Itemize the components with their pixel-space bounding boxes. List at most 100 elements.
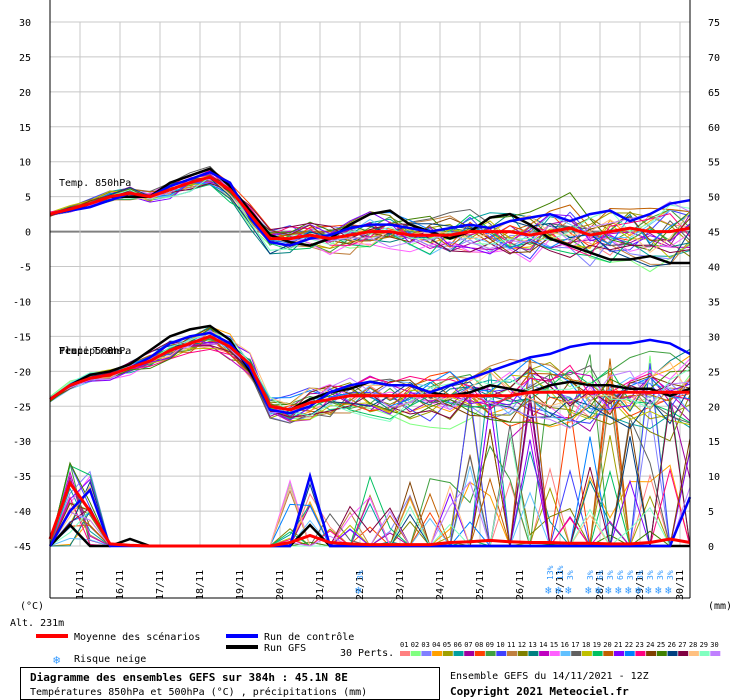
date-tick-label: 26/11 [515,570,526,600]
pert-id-label: 23 [635,641,643,649]
right-tick-label: 25 [708,367,720,378]
pert-id-label: 30 [710,641,718,649]
pert-color-swatch [464,651,475,656]
snow-risk-pct: 3% [356,570,365,580]
right-tick-label: 45 [708,228,720,239]
pert-color-swatch [603,651,614,656]
date-tick-label: 23/11 [395,570,406,600]
snow-risk-pct: 3% [586,570,595,580]
right-tick-label: 50 [708,193,720,204]
pert-id-label: 22 [625,641,633,649]
date-tick-label: 29/11 [635,570,646,600]
right-tick-label: 40 [708,263,720,274]
snow-risk-pct: 3% [566,570,575,580]
pert-id-label: 27 [678,641,686,649]
legend-control-label: Run de contrôle [264,631,354,643]
pert-id-label: 11 [507,641,515,649]
snowflake-icon: ❄ [625,584,632,597]
legend-snow-label: Risque neige [74,654,146,665]
snowflake-icon: ❄ [565,584,572,597]
pert-color-swatch [614,651,624,656]
date-tick-label: 27/11 [555,570,566,600]
pert-color-swatch [624,651,635,656]
altitude-label: Alt. 231m [10,618,64,629]
pert-color-swatch [656,651,667,656]
right-tick-label: 10 [708,472,720,483]
pert-color-swatch [485,651,496,656]
snowflake-icon: ❄ [53,653,60,667]
right-tick-label: 35 [708,297,720,308]
pert-id-label: 21 [614,641,622,649]
right-unit: (mm) [708,601,732,612]
pert-color-swatch [699,651,710,656]
date-tick-label: 24/11 [435,570,446,600]
snowflake-icon: ❄ [585,584,592,597]
pert-id-label: 03 [421,641,429,649]
pert-id-label: 09 [486,641,494,649]
snow-risk-pct: 13% [546,565,555,580]
snow-risk-pct: 3% [656,570,665,580]
left-tick-label: 15 [19,123,31,134]
legend-gfs-label: Run GFS [264,643,306,654]
perts-label: 30 Perts. [340,648,394,659]
snowflake-icon: ❄ [655,584,662,597]
left-unit: (°C) [20,601,44,612]
pert-id-label: 08 [475,641,483,649]
right-tick-label: 70 [708,53,720,64]
pert-color-swatch [635,651,646,656]
pert-color-swatch [549,651,560,656]
pluie-label: Pluie [59,346,89,357]
left-tick-label: -5 [19,263,31,274]
pert-color-swatch [528,651,539,656]
pert-color-swatch [507,651,517,656]
pert-color-swatch [400,651,410,656]
snowflake-icon: ❄ [355,584,362,597]
pert-id-label: 19 [593,641,601,649]
snow-risk-pct: 13% [556,565,565,580]
pert-id-label: 07 [464,641,472,649]
right-tick-label: 65 [708,88,720,99]
right-tick-label: 30 [708,332,720,343]
pert-color-swatch [710,651,721,656]
pert-color-swatch [560,651,571,656]
right-tick-label: 60 [708,123,720,134]
pert-id-label: 15 [550,641,558,649]
pert-id-label: 10 [496,641,504,649]
pert-id-label: 13 [528,641,536,649]
left-tick-label: -15 [13,332,31,343]
pert-id-label: 18 [582,641,590,649]
date-tick-label: 21/11 [315,570,326,600]
pert-legend: 01 02 03 04 05 06 07 08 09 10 11 12 13 14 15 16 17 18 19 20… [400,641,721,656]
pert-line-850 [49,176,691,251]
pert-id-label: 01 [400,641,408,649]
left-tick-label: -20 [13,367,31,378]
pert-id-label: 16 [561,641,569,649]
pert-id-label: 06 [454,641,462,649]
date-tick-label: 22/11 [355,570,366,600]
snowflake-icon: ❄ [605,584,612,597]
left-tick-label: -10 [13,297,31,308]
date-tick-label: 17/11 [155,570,166,600]
date-tick-label: 16/11 [115,570,126,600]
snowflake-icon: ❄ [665,584,672,597]
snowflake-icon: ❄ [545,584,552,597]
pert-id-label: 02 [411,641,419,649]
right-tick-label: 20 [708,402,720,413]
pert-color-swatch [517,651,528,656]
pert-color-swatch [581,651,592,656]
date-tick-label: 30/11 [675,570,686,600]
pert-line-500 [49,334,691,429]
pert-line-500 [49,331,691,424]
pert-color-swatch [496,651,507,656]
pert-color-swatch [571,651,582,656]
chart-subtitle: Températures 850hPa et 500hPa (°C) , pré… [30,686,367,698]
trans-label: Trans. [93,346,129,357]
snow-risk-pct: 3% [646,570,655,580]
date-tick-label: 25/11 [475,570,486,600]
snowflake-icon: ❄ [595,584,602,597]
pert-id-label: 12 [518,641,526,649]
series-precip-mean [48,479,691,548]
left-tick-label: 10 [19,158,31,169]
pert-color-swatch [678,651,689,656]
left-tick-label: -25 [13,402,31,413]
